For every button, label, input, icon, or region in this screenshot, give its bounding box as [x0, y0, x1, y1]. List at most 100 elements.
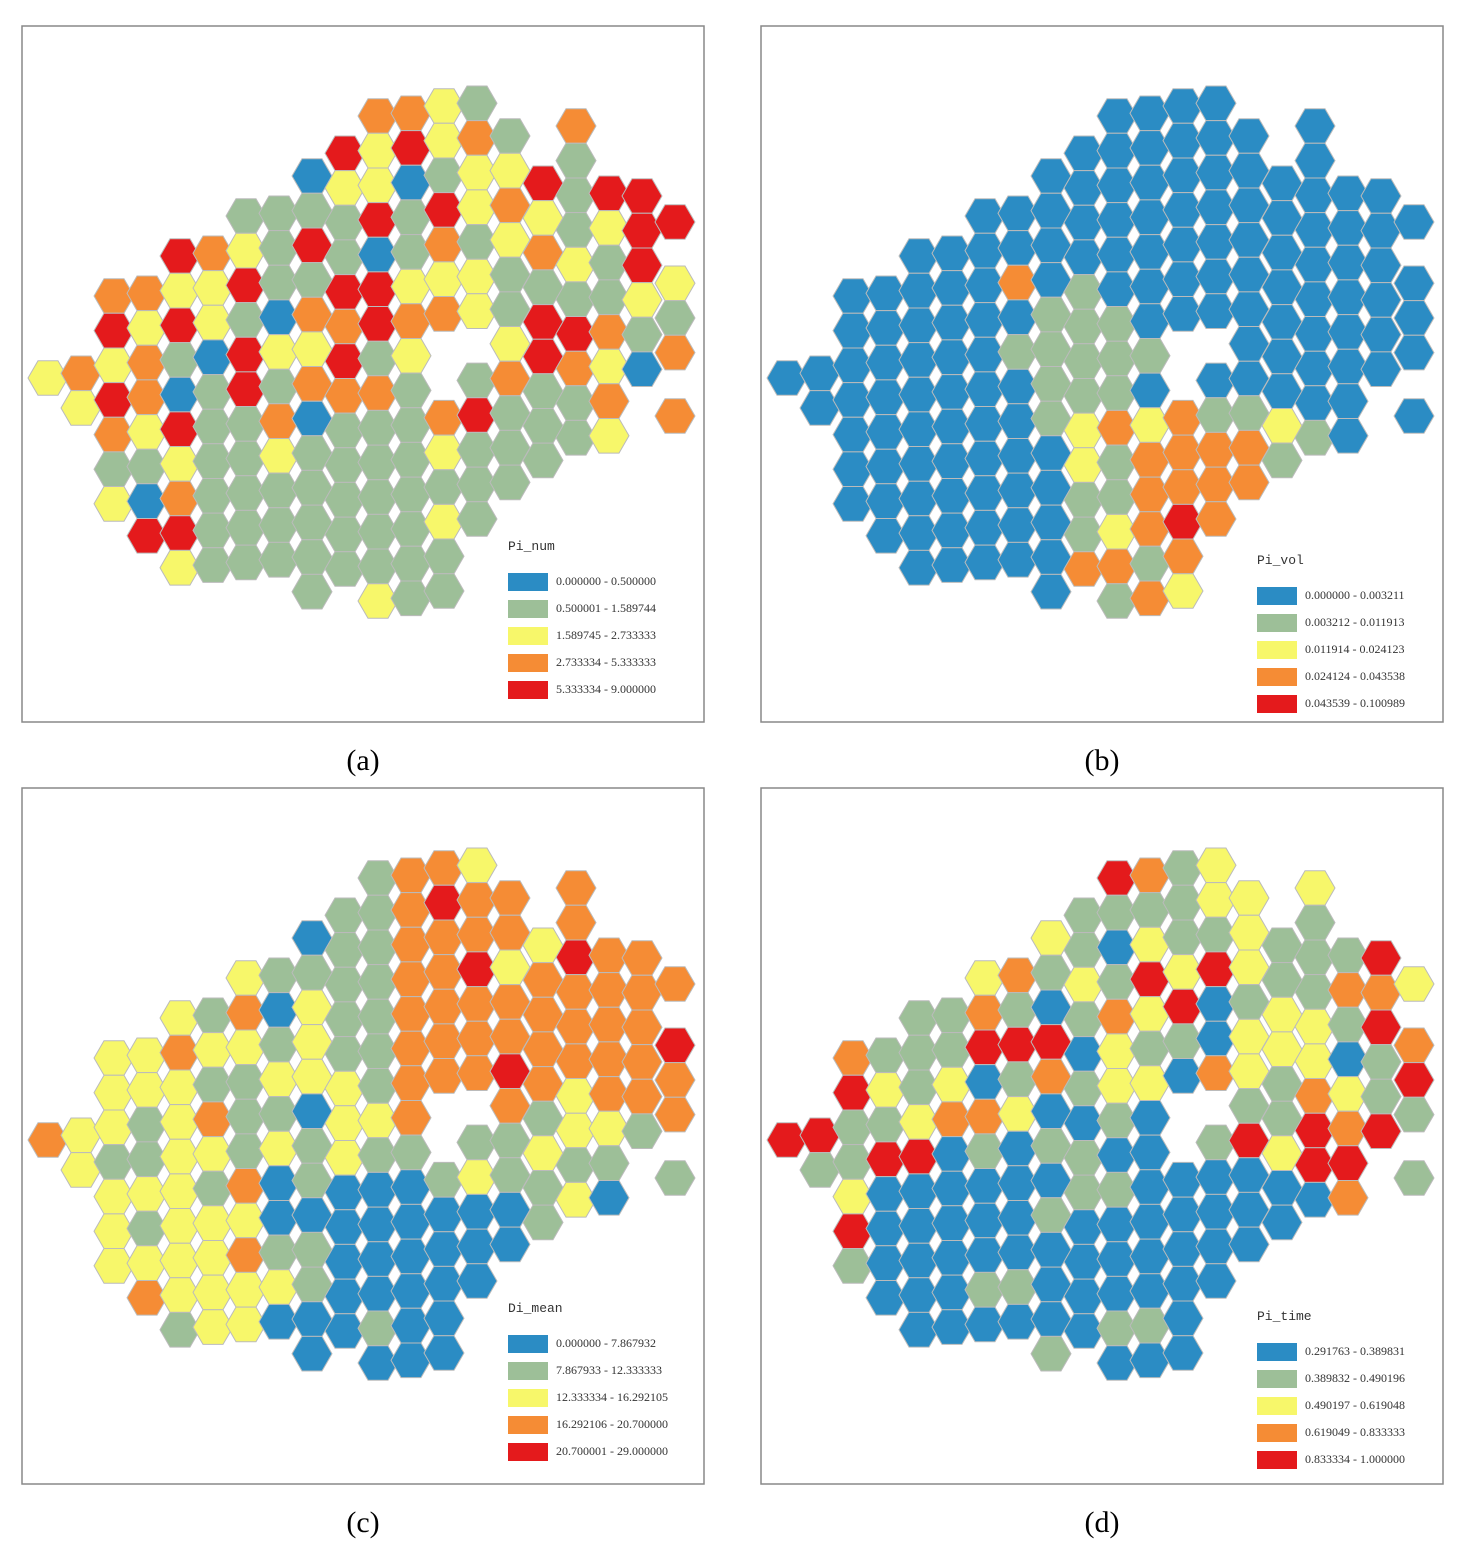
hex-cell [357, 583, 399, 619]
hex-cell [1228, 464, 1270, 501]
hex-cell [423, 1335, 465, 1371]
hex-cell [225, 1306, 267, 1343]
hex-cell [931, 1309, 973, 1345]
legend-label: 0.389832 - 0.490196 [1305, 1371, 1405, 1385]
hex-cell [1195, 1055, 1237, 1091]
hex-cell [126, 1280, 168, 1316]
hex-cell [1360, 1113, 1402, 1149]
legend-label: 12.333334 - 16.292105 [556, 1390, 668, 1404]
hex-cell [799, 1152, 841, 1188]
legend-swatch [1257, 695, 1297, 713]
hex-cell [1129, 1342, 1171, 1379]
hex-cell [964, 544, 1006, 581]
legend-swatch [508, 1362, 548, 1380]
hex-cell [654, 966, 696, 1002]
hex-cell [258, 1303, 300, 1340]
hex-cell [654, 398, 696, 434]
legend-label: 0.490197 - 0.619048 [1305, 1398, 1405, 1412]
hex-cell [423, 573, 465, 609]
hex-cell [1162, 1335, 1204, 1371]
map-panel: Di_mean 0.000000 - 7.867932 7.867933 - 12.… [21, 787, 705, 1485]
hex-cell [423, 296, 465, 332]
legend-label: 0.619049 - 0.833333 [1305, 1425, 1405, 1439]
legend-swatch [508, 1416, 548, 1434]
hex-cell [1360, 351, 1402, 387]
hex-cell [1195, 501, 1237, 537]
hex-cell [865, 1280, 907, 1316]
legend-label: 0.000000 - 0.003211 [1305, 588, 1405, 602]
hex-cell [324, 1313, 366, 1349]
hex-cell [898, 1311, 940, 1348]
legend-label: 2.733334 - 5.333333 [556, 655, 656, 669]
hex-cell [126, 518, 168, 554]
legend-swatch [508, 681, 548, 699]
hex-cell [159, 1311, 201, 1348]
legend-swatch [1257, 614, 1297, 632]
hex-cell [898, 549, 940, 586]
hex-cell [225, 544, 267, 581]
hex-cell [1294, 1181, 1336, 1218]
hex-cell [1162, 1058, 1204, 1094]
hex-cell [654, 204, 696, 240]
hex-cell [159, 549, 201, 586]
hex-cell [1393, 1096, 1435, 1133]
hex-cell [489, 1226, 531, 1263]
legend-swatch [508, 1335, 548, 1353]
hex-cell [522, 1204, 564, 1241]
hex-cell [390, 580, 432, 617]
legend-swatch [1257, 1451, 1297, 1469]
hex-cell [588, 1180, 630, 1216]
panel-label: (b) [1085, 744, 1120, 777]
hex-cell [1393, 204, 1435, 240]
hex-cell [1129, 580, 1171, 617]
legend-label: 7.867933 - 12.333333 [556, 1363, 662, 1377]
map-panel: Pi_time 0.291763 - 0.389831 0.389832 - 0.4… [760, 787, 1444, 1485]
hex-cell [1327, 1180, 1369, 1216]
legend-label: 0.000000 - 0.500000 [556, 574, 656, 588]
hex-cell [456, 501, 498, 537]
hex-cell [1195, 1263, 1237, 1299]
hex-cell [555, 419, 597, 456]
hex-cell [1327, 418, 1369, 454]
hex-cell [192, 547, 234, 583]
hex-cell [766, 360, 808, 396]
map-panel: Pi_vol 0.000000 - 0.003211 0.003212 - 0.01… [760, 25, 1444, 723]
hex-cell [621, 351, 663, 387]
hex-cell [93, 486, 135, 522]
legend-label: 0.500001 - 1.589744 [556, 601, 656, 615]
hex-cell [1261, 442, 1303, 479]
hex-cell [1393, 966, 1435, 1002]
hex-cell [654, 1160, 696, 1196]
hex-cell [1195, 293, 1237, 329]
hex-cell [60, 390, 102, 426]
hex-cell [654, 1096, 696, 1133]
legend-label: 20.700001 - 29.000000 [556, 1444, 668, 1458]
hex-cell [588, 418, 630, 454]
legend-swatch [1257, 1424, 1297, 1442]
legend-title: Pi_vol [1257, 553, 1304, 568]
legend-swatch [1257, 1397, 1297, 1415]
hex-cell [60, 1152, 102, 1188]
hex-cell [93, 1248, 135, 1284]
hex-cell [489, 464, 531, 501]
hex-cell [964, 1306, 1006, 1343]
legend-swatch [1257, 1370, 1297, 1388]
legend-title: Pi_time [1257, 1309, 1312, 1324]
hex-cell [1294, 419, 1336, 456]
hex-cell [1096, 583, 1138, 619]
hex-cell [865, 518, 907, 554]
hex-cell [832, 1248, 874, 1284]
hex-cell [997, 1303, 1039, 1340]
legend-label: 0.011914 - 0.024123 [1305, 642, 1405, 656]
hex-cell [931, 547, 973, 583]
hex-cell [423, 1058, 465, 1094]
hex-cell [258, 541, 300, 578]
map-panel: Pi_num 0.000000 - 0.500000 0.500001 - 1.58… [21, 25, 705, 723]
hex-cell [621, 1113, 663, 1149]
legend-swatch [1257, 641, 1297, 659]
hex-cell [1261, 1204, 1303, 1241]
legend-title: Pi_num [508, 539, 555, 554]
hex-cell [456, 1055, 498, 1091]
hex-cell [1393, 398, 1435, 434]
hex-cell [1393, 1160, 1435, 1196]
